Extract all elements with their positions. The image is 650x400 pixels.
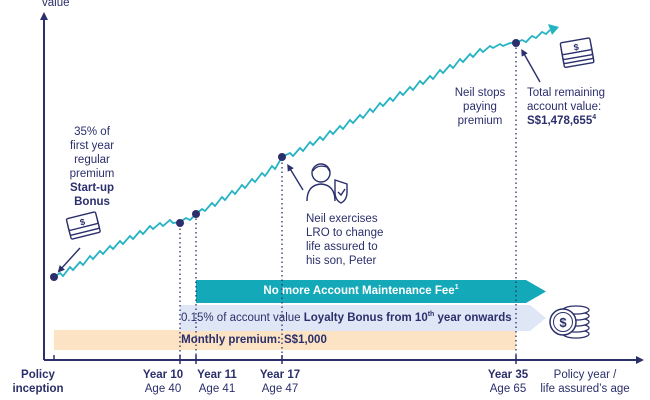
point-inception (50, 273, 58, 281)
lro-arrow (287, 164, 304, 191)
point-year10 (176, 219, 184, 227)
lro-note: Neil exercises LRO to change life assure… (306, 213, 384, 267)
coin-stack-icon: $ (549, 305, 590, 339)
svg-text:$: $ (79, 217, 86, 228)
total-value-note: Total remaining account value: S$1,478,6… (527, 87, 605, 127)
startup-bonus-note: 35% of first year regular premium Start-… (69, 126, 115, 208)
total-value-arrow (521, 48, 541, 83)
cash-stack-icon: $ (559, 37, 595, 69)
loyalty-bonus-bar (180, 305, 546, 331)
x-axis-label: Policy year / life assured’s age (540, 369, 630, 395)
cash-stack-icon: $ (65, 211, 101, 240)
maintenance-fee-label: No more Account Maintenance Fee1 (263, 284, 459, 297)
svg-text:$: $ (559, 315, 567, 330)
point-year35 (512, 39, 520, 47)
y-axis-label: value (42, 0, 70, 9)
stop-paying-note: Neil stops paying premium (454, 87, 506, 127)
person-shield-icon (306, 163, 348, 204)
svg-text:$: $ (573, 42, 580, 53)
tick-label-year10: Year 10 Age 40 (142, 369, 184, 395)
point-year11 (192, 210, 200, 218)
tick-label-year11: Year 11 Age 41 (197, 369, 237, 395)
monthly-premium-bar (54, 330, 516, 350)
tick-label-year17: Year 17 Age 47 (259, 369, 301, 395)
monthly-premium-label: Monthly premium: S$1,000 (181, 334, 327, 346)
tick-label-inception: Policy inception (12, 369, 64, 395)
loyalty-bonus-label: 0.15% of account value Loyalty Bonus fro… (181, 311, 512, 324)
account-value-arrowhead (548, 24, 559, 35)
startup-bonus-arrow (57, 247, 81, 273)
tick-label-year35: Year 35 Age 65 (487, 369, 529, 395)
point-year17 (278, 153, 286, 161)
maintenance-fee-bar (196, 280, 546, 303)
account-value-line (53, 29, 551, 278)
